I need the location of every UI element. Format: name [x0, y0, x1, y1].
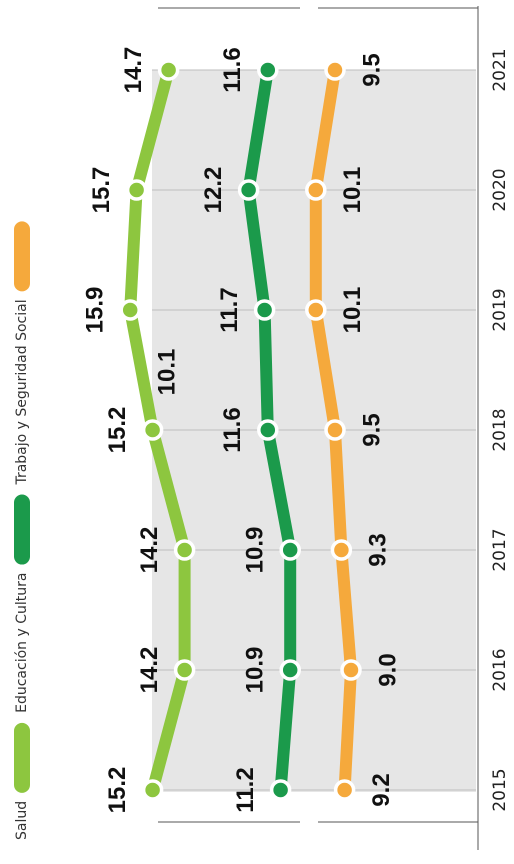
data-label: 15.9: [82, 287, 109, 334]
data-point: [257, 419, 279, 441]
data-point: [324, 419, 346, 441]
data-point: [119, 299, 141, 321]
legend-label: Salud: [14, 801, 30, 840]
data-point: [141, 779, 164, 801]
x-tick-label: 2019: [490, 288, 510, 331]
data-label: 9.5: [358, 413, 385, 446]
data-label: 9.2: [368, 773, 395, 806]
data-label: 10.9: [242, 647, 269, 694]
data-point: [333, 779, 356, 801]
data-label: 9.5: [358, 53, 385, 86]
data-point: [340, 659, 362, 681]
x-tick-label: 2015: [490, 768, 510, 811]
data-label: 14.7: [120, 47, 147, 94]
data-label: 15.2: [104, 407, 131, 454]
data-point: [237, 179, 260, 201]
x-tick-label: 2018: [490, 408, 510, 451]
data-label: 11.6: [219, 407, 246, 452]
data-label: 10.1: [339, 287, 366, 334]
data-point: [305, 179, 327, 201]
x-tick-label: 2016: [490, 648, 510, 691]
data-label: 15.7: [88, 167, 115, 214]
data-point: [279, 539, 301, 561]
data-point: [157, 59, 180, 81]
x-tick-label: 2021: [490, 48, 510, 91]
data-point: [173, 539, 196, 561]
data-label: 12.2: [200, 167, 227, 214]
data-label: 9.3: [365, 533, 392, 566]
legend-label: Educación y Cultura: [14, 573, 30, 713]
data-point: [125, 179, 148, 201]
legend-label: Trabajo y Seguridad Social: [14, 299, 30, 485]
data-point: [253, 299, 276, 321]
legend-swatch: [14, 494, 30, 565]
data-label: 10.9: [242, 527, 269, 574]
data-label: 9.0: [374, 653, 401, 686]
data-point: [279, 659, 301, 681]
data-point: [173, 659, 196, 681]
legend: Salud Educación y Cultura Trabajo y Seguri…: [14, 221, 30, 840]
data-point: [269, 779, 292, 801]
data-point: [324, 59, 346, 81]
data-point: [305, 299, 327, 321]
data-point: [257, 59, 279, 81]
data-label: 10.1: [339, 167, 366, 214]
data-label: 15.2: [104, 767, 131, 814]
data-label: 11.6: [219, 47, 246, 92]
data-point: [141, 419, 164, 441]
legend-swatch: [14, 722, 30, 793]
data-label: 11.2: [232, 767, 259, 812]
data-point: [330, 539, 353, 561]
data-label: 11.7: [216, 287, 243, 332]
annotation: 10.1: [153, 349, 180, 396]
data-label: 14.2: [136, 647, 163, 694]
data-label: 14.2: [136, 527, 163, 574]
x-tick-label: 2017: [490, 528, 510, 571]
x-tick-label: 2020: [490, 168, 510, 211]
legend-swatch: [14, 221, 30, 292]
